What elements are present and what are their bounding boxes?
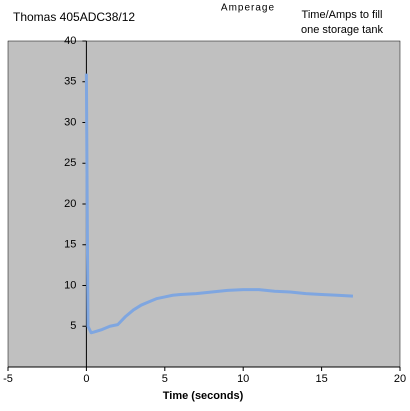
- x-tick-label: 20: [394, 373, 406, 385]
- x-axis-label: Time (seconds): [163, 390, 244, 402]
- annotation: one storage tank: [301, 24, 383, 36]
- y-tick-label: 25: [64, 157, 76, 169]
- y-tick-label: 10: [64, 279, 76, 291]
- x-tick-label: 5: [162, 373, 168, 385]
- y-tick-label: 35: [64, 76, 76, 88]
- y-tick-label: 40: [64, 35, 76, 47]
- plot-area: [7, 40, 401, 368]
- y-tick-label: 5: [70, 320, 76, 332]
- x-tick-label: 10: [237, 373, 249, 385]
- x-tick-label: 15: [315, 373, 327, 385]
- chart-title: Thomas 405ADC38/12: [13, 10, 135, 24]
- x-tick-label: 0: [83, 373, 89, 385]
- y-tick-label: 15: [64, 239, 76, 251]
- annotation: Time/Amps to fill: [302, 9, 383, 21]
- x-tick-label: -5: [3, 373, 13, 385]
- y-tick-label: 30: [64, 116, 76, 128]
- chart-subtitle: Amperage: [221, 3, 275, 14]
- y-tick-label: 20: [64, 198, 76, 210]
- data-line: [84, 73, 354, 335]
